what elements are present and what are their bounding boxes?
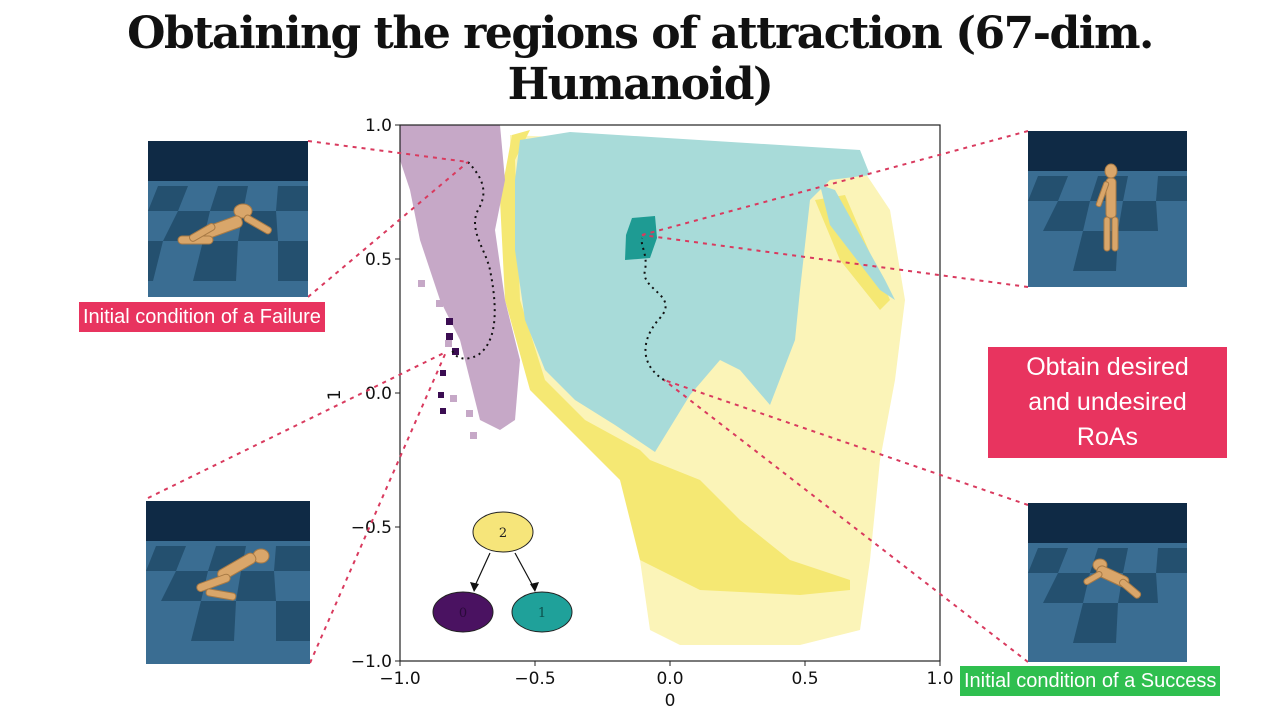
graph-node-label: 2 xyxy=(499,526,507,541)
connector-line xyxy=(309,351,447,664)
humanoid-icon xyxy=(177,203,272,245)
graph-node-label: 1 xyxy=(538,606,546,621)
success-start-thumbnail xyxy=(1028,503,1187,662)
teal-region-streak xyxy=(820,185,895,300)
arrow-head-icon xyxy=(470,582,479,592)
roa-callout: Obtain desired and undesired RoAs xyxy=(988,347,1227,458)
y-tick-label: −0.5 xyxy=(351,518,392,538)
region-layer xyxy=(400,125,905,645)
humanoid-icon xyxy=(196,548,270,601)
x-axis-label: 0 xyxy=(665,691,676,711)
y-tick-label: 1.0 xyxy=(365,116,392,136)
y-ticks xyxy=(395,124,400,662)
x-tick-label: 0.5 xyxy=(791,669,818,689)
connector-line xyxy=(663,379,1029,506)
failure-dark-markers xyxy=(438,318,459,414)
success-end-thumbnail xyxy=(1028,131,1187,287)
graph-node-label: 0 xyxy=(459,606,467,621)
connector-lines xyxy=(147,130,1029,664)
y-tick-label: −1.0 xyxy=(351,652,392,672)
connector-line xyxy=(641,234,1029,288)
y-tick-labels: 1.0 0.5 0.0 −0.5 −1.0 xyxy=(351,116,392,672)
slide-title: Obtaining the regions of attraction (67-… xyxy=(127,8,1154,110)
x-ticks xyxy=(399,661,941,666)
failure-end-thumbnail xyxy=(146,501,310,664)
y-tick-label: 0.5 xyxy=(365,250,392,270)
y-axis-label: 1 xyxy=(325,390,345,401)
connector-line xyxy=(307,161,469,298)
failure-start-thumbnail xyxy=(148,141,308,297)
y-tick-label: 0.0 xyxy=(365,384,392,404)
success-trajectory xyxy=(640,237,667,381)
graph-node-0 xyxy=(432,591,494,633)
x-tick-label: 1.0 xyxy=(926,669,953,689)
humanoid-icon xyxy=(1083,558,1142,599)
connector-line xyxy=(641,130,1029,236)
callout-text: Obtain desired and undesired RoAs xyxy=(1026,353,1189,451)
graph-edge xyxy=(473,552,491,589)
arrow-head-icon xyxy=(530,582,539,592)
x-tick-label: −0.5 xyxy=(514,669,555,689)
yellow-region xyxy=(500,130,850,595)
transition-graph: 2 0 1 xyxy=(432,511,573,633)
purple-region xyxy=(400,125,520,430)
failure-scatter xyxy=(405,145,477,439)
x-tick-label: −1.0 xyxy=(379,669,420,689)
failure-label: Initial condition of a Failure xyxy=(79,302,325,332)
x-tick-label: 0.0 xyxy=(656,669,683,689)
success-label: Initial condition of a Success xyxy=(960,666,1221,696)
graph-node-2 xyxy=(472,511,534,553)
success-roa xyxy=(625,216,657,260)
x-tick-labels: −1.0 −0.5 0.0 0.5 1.0 xyxy=(379,669,953,689)
humanoid-icon xyxy=(1095,163,1119,252)
teal-region xyxy=(515,132,870,452)
graph-edge xyxy=(514,552,535,589)
connector-line xyxy=(147,351,447,499)
graph-node-1 xyxy=(511,591,573,633)
